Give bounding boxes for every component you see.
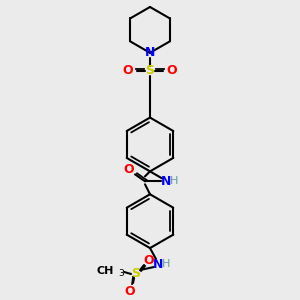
Text: H: H: [170, 176, 178, 186]
Text: S: S: [146, 64, 154, 77]
Text: 3: 3: [118, 269, 124, 278]
Text: O: O: [144, 254, 154, 266]
Text: N: N: [161, 175, 171, 188]
Text: O: O: [124, 163, 134, 176]
Text: N: N: [145, 46, 155, 59]
Text: CH: CH: [97, 266, 114, 276]
Text: S: S: [132, 268, 141, 281]
Text: O: O: [123, 64, 134, 77]
Text: N: N: [153, 257, 163, 271]
Text: O: O: [125, 285, 135, 298]
Text: O: O: [167, 64, 177, 77]
Text: H: H: [162, 259, 170, 269]
